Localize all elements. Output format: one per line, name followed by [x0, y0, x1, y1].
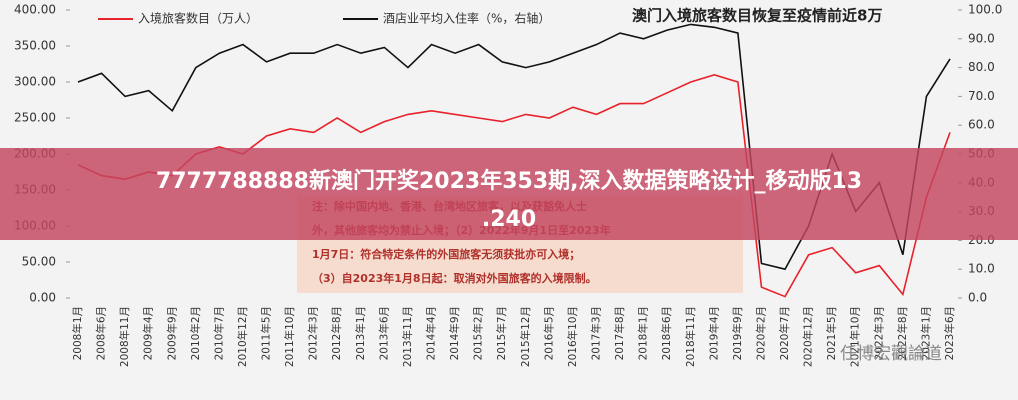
y-tick-label: 350.00: [14, 39, 56, 53]
x-tick-label: 2014年4月: [425, 306, 438, 360]
y-tick-label: 300.00: [14, 75, 56, 89]
x-tick-label: 2008年1月: [71, 306, 84, 360]
x-tick-label: 2023年1月: [919, 306, 932, 360]
y2-tick-label: 10.0: [968, 262, 995, 276]
legend-label: 酒店业平均入住率（%，右轴）: [383, 11, 550, 26]
x-tick-label: 2009年9月: [165, 306, 178, 360]
x-tick-label: 2015年2月: [472, 306, 485, 360]
x-tick-label: 2014年9月: [448, 306, 461, 360]
annotation-line: 1月7日：符合特定条件的外国旅客无须获批亦可入境；: [312, 247, 580, 261]
x-tick-label: 2018年6月: [660, 306, 673, 360]
x-tick-label: 2020年7月: [778, 306, 791, 360]
legend-label: 入境旅客数目（万人）: [138, 11, 258, 26]
x-tick-label: 2009年4月: [142, 306, 155, 360]
y-tick-label: 0.00: [29, 291, 56, 305]
x-tick-label: 2018年11月: [684, 306, 697, 367]
y-tick-label: 400.00: [14, 3, 56, 17]
x-tick-label: 2015年12月: [519, 306, 532, 367]
x-tick-label: 2018年1月: [637, 306, 650, 360]
x-tick-label: 2012年3月: [307, 306, 320, 360]
x-tick-label: 2013年6月: [377, 306, 390, 360]
overlay-banner: [0, 148, 1018, 240]
x-tick-label: 2017年3月: [589, 306, 602, 360]
x-tick-label: 2021年10月: [849, 306, 862, 367]
y2-tick-label: 60.0: [968, 118, 995, 132]
x-tick-label: 2008年11月: [118, 306, 131, 367]
annotation-line: （3）自2023年1月8日起：取消对外国旅客的入境限制。: [312, 271, 597, 285]
x-tick-label: 2010年2月: [189, 306, 202, 360]
x-tick-label: 2008年6月: [95, 306, 108, 360]
x-tick-label: 2020年12月: [802, 306, 815, 367]
x-tick-label: 2013年11月: [401, 306, 414, 367]
x-tick-label: 2010年12月: [236, 306, 249, 367]
x-tick-label: 2016年5月: [542, 306, 555, 360]
x-tick-label: 2022年3月: [872, 306, 885, 360]
y2-tick-label: 90.0: [968, 31, 995, 45]
chart-title: 澳门入境旅客数目恢复至疫情前近8万: [632, 7, 882, 25]
x-tick-label: 2013年1月: [354, 306, 367, 360]
overlay-line: 7777788888新澳门开奖2023年353期,深入数据策略设计_移动版13: [156, 168, 862, 194]
overlay-line: .240: [482, 207, 536, 232]
x-tick-label: 2015年7月: [495, 306, 508, 360]
y-tick-label: 250.00: [14, 111, 56, 125]
y2-tick-label: 0.0: [968, 291, 987, 305]
watermark: 任博宏觀論道: [840, 344, 942, 364]
x-tick-label: 2023年6月: [943, 306, 956, 360]
x-tick-label: 2021年5月: [825, 306, 838, 360]
y2-tick-label: 70.0: [968, 89, 995, 103]
x-tick-label: 2012年8月: [330, 306, 343, 360]
y2-tick-label: 100.0: [968, 3, 1002, 17]
y2-tick-label: 80.0: [968, 60, 995, 74]
x-tick-label: 2011年10月: [283, 306, 296, 367]
y-tick-label: 50.00: [22, 255, 56, 269]
x-tick-label: 2017年8月: [613, 306, 626, 360]
x-tick-label: 2019年9月: [731, 306, 744, 360]
x-tick-label: 2019年4月: [707, 306, 720, 360]
x-tick-label: 2020年2月: [754, 306, 767, 360]
x-tick-label: 2010年7月: [212, 306, 225, 360]
x-tick-label: 2022年8月: [896, 306, 909, 360]
x-tick-label: 2011年5月: [260, 306, 273, 360]
x-tick-label: 2016年10月: [566, 306, 579, 367]
